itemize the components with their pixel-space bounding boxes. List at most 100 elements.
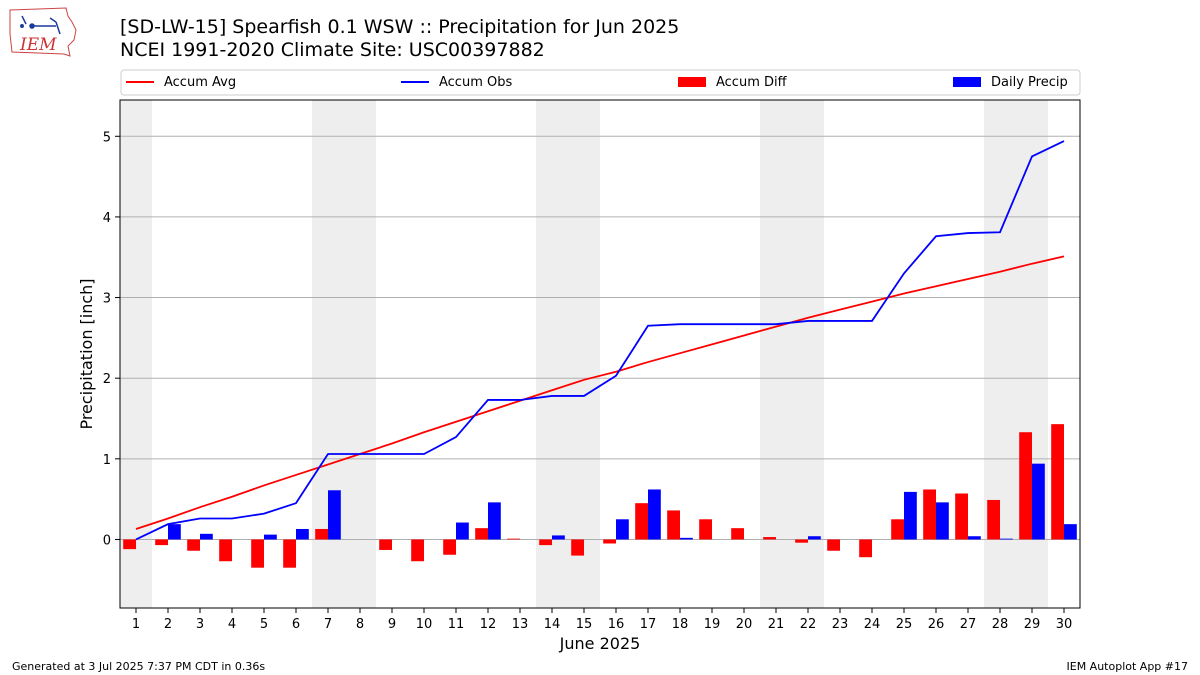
x-tick-label: 25 — [896, 617, 913, 632]
accum-diff-bar — [955, 493, 968, 540]
x-tick-label: 5 — [260, 617, 268, 632]
accum-diff-bar — [891, 519, 904, 540]
y-tick-label: 4 — [103, 211, 111, 226]
accum-diff-bar — [1019, 432, 1032, 540]
x-tick-label: 18 — [672, 617, 689, 632]
x-tick-label: 30 — [1056, 617, 1073, 632]
footer-generated-text: Generated at 3 Jul 2025 7:37 PM CDT in 0… — [12, 660, 266, 673]
legend-accum-obs-label: Accum Obs — [439, 75, 512, 90]
iowa-state-outline-icon — [9, 7, 77, 57]
daily-precip-bar — [328, 490, 341, 540]
x-tick-label: 11 — [448, 617, 465, 632]
legend-box — [120, 69, 1081, 96]
x-tick-label: 2 — [164, 617, 172, 632]
accum-diff-bar — [411, 539, 424, 562]
x-tick-label: 10 — [416, 617, 433, 632]
x-tick-label: 20 — [736, 617, 753, 632]
accum-diff-bar — [571, 539, 584, 556]
x-tick-label: 29 — [1024, 617, 1041, 632]
daily-precip-bar — [488, 502, 501, 540]
daily-precip-bar — [168, 524, 181, 540]
accum-diff-bar — [251, 539, 264, 568]
x-tick-label: 19 — [704, 617, 721, 632]
x-tick-label: 1 — [132, 617, 140, 632]
iem-logo: IEM — [9, 7, 77, 57]
x-tick-label: 12 — [480, 617, 497, 632]
accum-diff-bar — [763, 537, 776, 540]
x-tick-label: 14 — [544, 617, 561, 632]
accum-diff-bar — [475, 528, 488, 540]
daily-precip-bar — [808, 536, 821, 540]
x-tick-label: 26 — [928, 617, 945, 632]
x-tick-label: 28 — [992, 617, 1009, 632]
accum-avg-line — [135, 255, 1065, 530]
y-tick-label: 1 — [103, 453, 111, 468]
daily-precip-bar — [968, 536, 981, 540]
x-tick-label: 13 — [512, 617, 529, 632]
accum-diff-bar — [155, 539, 168, 546]
legend-daily-precip-label: Daily Precip — [991, 75, 1068, 90]
accum-diff-bar — [827, 539, 840, 551]
accum-diff-bar — [123, 539, 136, 550]
x-tick-label: 15 — [576, 617, 593, 632]
legend-daily-precip-swatch — [953, 77, 981, 87]
accum-diff-bar — [667, 510, 680, 540]
y-axis-label: Precipitation [inch] — [77, 278, 96, 429]
weekend-shade — [120, 100, 152, 608]
accum-diff-bar — [1051, 424, 1064, 540]
y-tick-label: 0 — [103, 533, 111, 548]
accum-diff-bar — [315, 528, 328, 540]
accum-diff-bar — [539, 539, 552, 546]
footer-app-text: IEM Autoplot App #17 — [1066, 660, 1189, 673]
weather-station-icon — [20, 15, 61, 35]
daily-precip-bar — [680, 537, 693, 540]
plot-frame — [119, 99, 1081, 609]
y-tick-label: 3 — [103, 292, 111, 307]
accum-diff-bar — [603, 539, 616, 544]
accum-diff-bar — [923, 489, 936, 540]
legend-accum-diff-swatch — [678, 77, 706, 87]
weekend-shade — [344, 100, 376, 608]
legend-accum-avg-label: Accum Avg — [164, 75, 236, 90]
x-axis-label: June 2025 — [559, 634, 641, 653]
accum-diff-bar — [283, 539, 296, 568]
x-tick-label: 8 — [356, 617, 364, 632]
daily-precip-bar — [1000, 538, 1013, 540]
accum-diff-bar — [187, 539, 200, 551]
legend-accum-diff-label: Accum Diff — [716, 75, 788, 90]
x-tick-label: 16 — [608, 617, 625, 632]
logo-text: IEM — [19, 35, 57, 55]
accum-diff-bar — [379, 539, 392, 550]
accum-diff-bar — [443, 539, 456, 555]
daily-precip-bar — [648, 489, 661, 540]
y-tick-label: 2 — [103, 372, 111, 387]
daily-precip-bar — [1064, 524, 1077, 540]
accum-diff-bar — [635, 503, 648, 540]
x-tick-label: 17 — [640, 617, 657, 632]
x-tick-label: 24 — [864, 617, 881, 632]
x-tick-label: 23 — [832, 617, 849, 632]
x-tick-label: 21 — [768, 617, 785, 632]
accum-diff-bar — [219, 539, 232, 562]
daily-precip-bar — [456, 522, 469, 540]
chart-subtitle: NCEI 1991-2020 Climate Site: USC00397882 — [120, 39, 545, 61]
x-tick-label: 27 — [960, 617, 977, 632]
daily-precip-bar — [200, 533, 213, 540]
accum-diff-bar — [859, 539, 872, 558]
x-tick-label: 7 — [324, 617, 332, 632]
x-tick-label: 3 — [196, 617, 204, 632]
accum-diff-bar — [699, 519, 712, 540]
daily-precip-bar — [1032, 463, 1045, 540]
weekend-shade — [760, 100, 792, 608]
daily-precip-bar — [904, 491, 917, 540]
weekend-shade — [568, 100, 600, 608]
daily-precip-bar — [936, 502, 949, 540]
x-tick-label: 4 — [228, 617, 236, 632]
daily-precip-bar — [296, 528, 309, 540]
accum-diff-bar — [987, 499, 1000, 540]
x-tick-label: 22 — [800, 617, 817, 632]
x-tick-label: 9 — [388, 617, 396, 632]
y-tick-label: 5 — [103, 130, 111, 145]
accum-diff-bar — [731, 528, 744, 540]
weekend-shade — [792, 100, 824, 608]
